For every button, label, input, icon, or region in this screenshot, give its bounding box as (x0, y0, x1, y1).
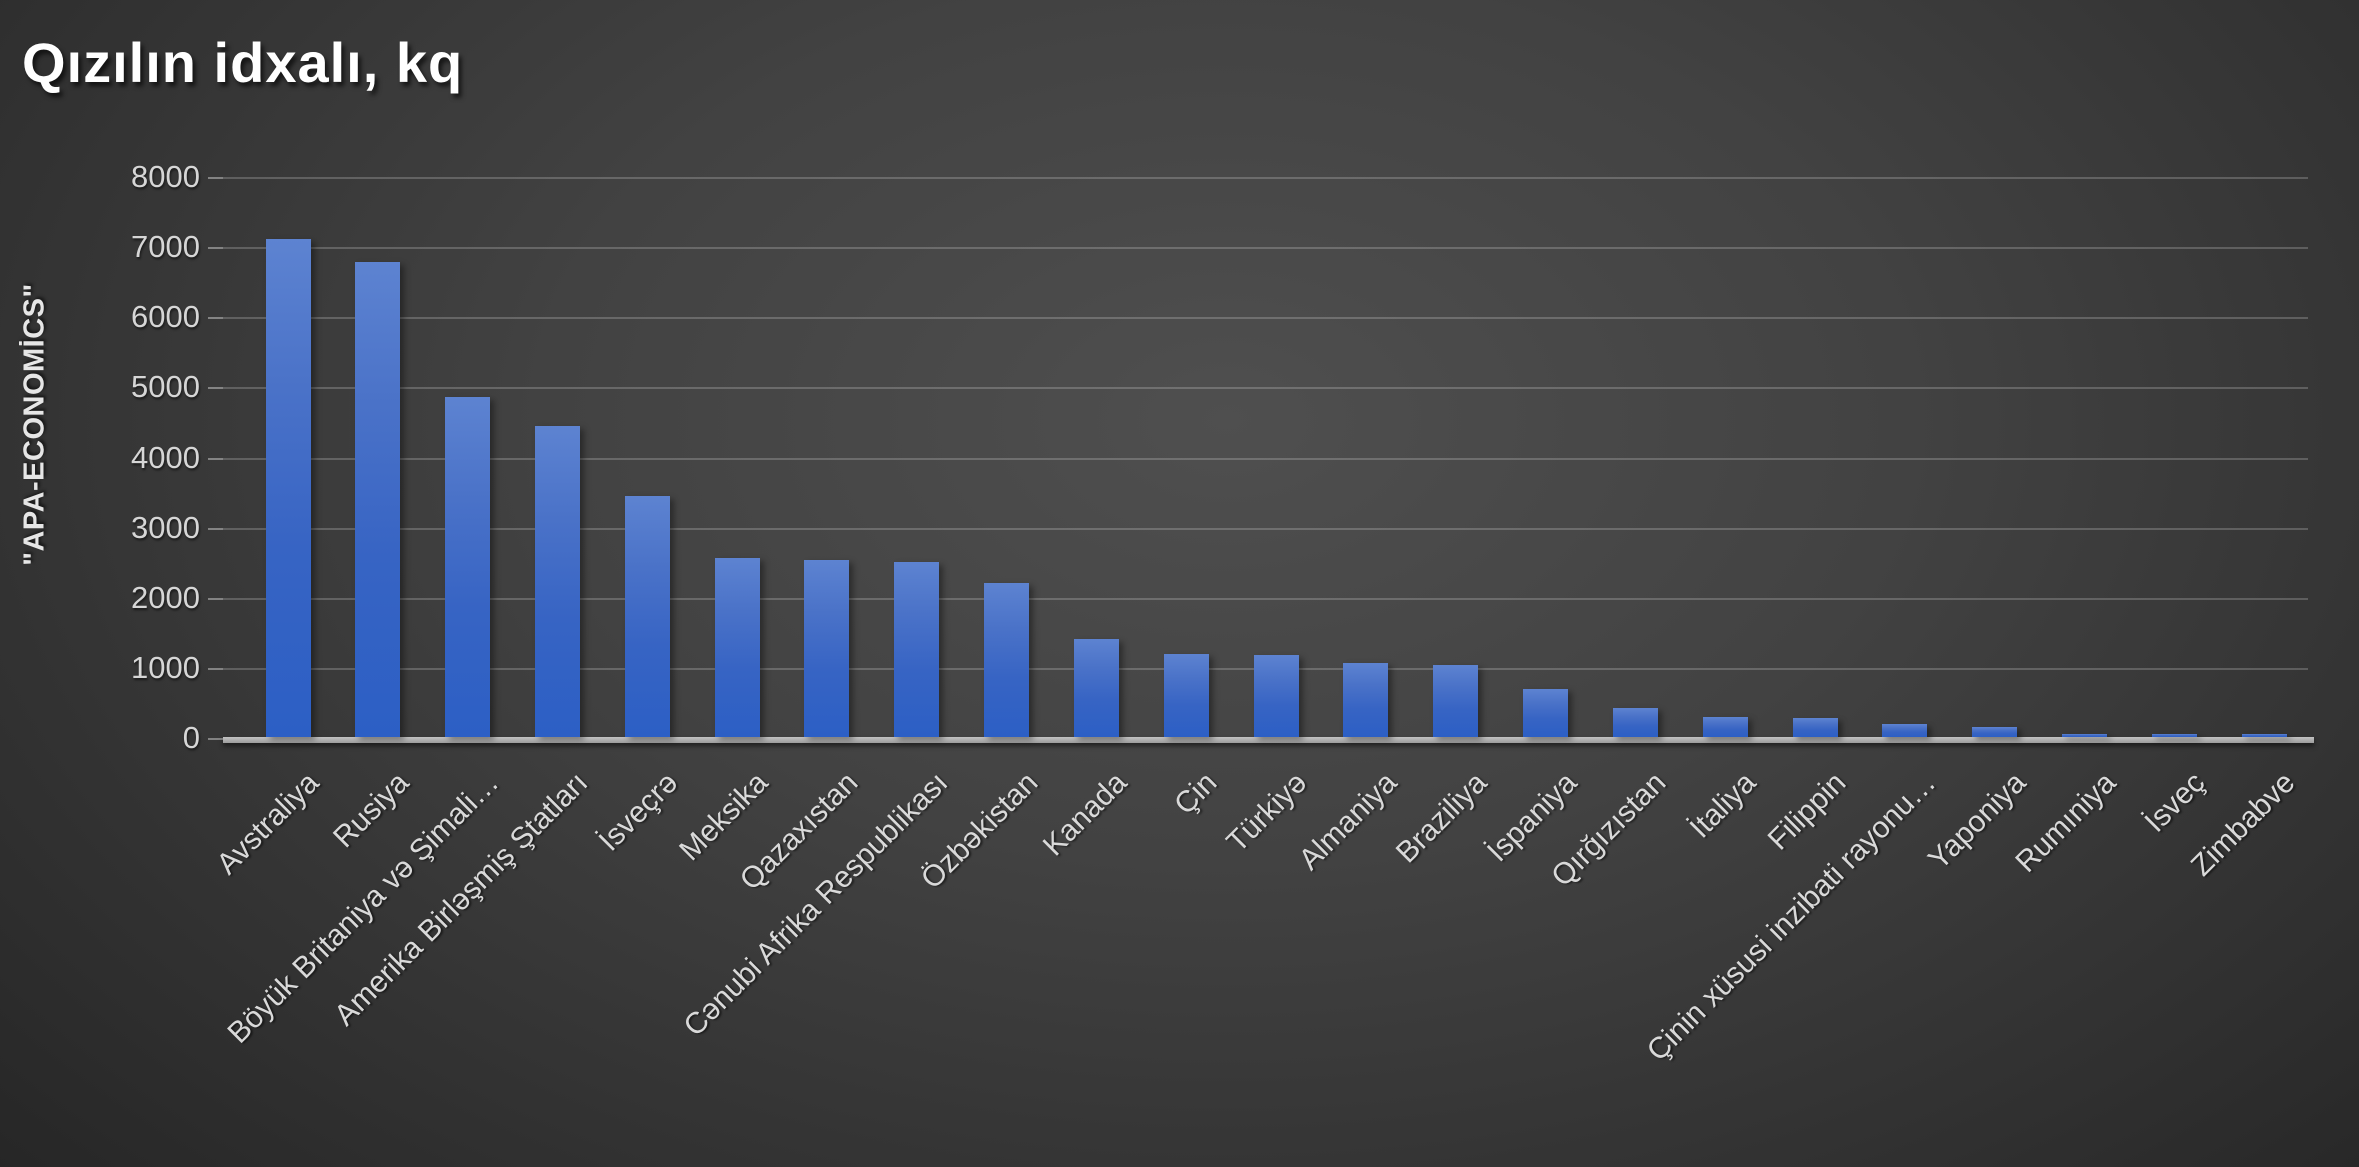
chart-title: Qızılın idxalı, kq (22, 31, 464, 94)
bar-22 (2152, 734, 2197, 737)
gridline (223, 247, 2308, 250)
gridline (223, 317, 2308, 320)
y-tick-label: 0 (182, 720, 200, 755)
bar-23 (2242, 734, 2287, 737)
y-tick-mark (208, 597, 223, 600)
y-tick-label: 8000 (131, 159, 200, 194)
y-tick-mark (208, 667, 223, 670)
y-tick-mark (208, 527, 223, 530)
bar-18 (1793, 718, 1838, 737)
bar-14 (1433, 665, 1478, 737)
bar-8 (894, 562, 939, 737)
gridline (223, 527, 2308, 530)
y-tick-mark (208, 457, 223, 460)
bar-11 (1164, 654, 1209, 737)
gridline (223, 387, 2308, 390)
bar-13 (1343, 663, 1388, 737)
y-tick-label: 3000 (131, 509, 200, 545)
bar-19 (1882, 724, 1927, 737)
bar-3 (445, 397, 490, 737)
y-tick-label: 1000 (131, 649, 200, 685)
y-tick-label: 5000 (131, 369, 200, 405)
bar-4 (535, 426, 580, 737)
y-tick-mark (208, 738, 223, 740)
y-tick-mark (208, 387, 223, 390)
bar-7 (804, 560, 849, 737)
bar-20 (1972, 727, 2017, 737)
y-tick-label: 6000 (131, 299, 200, 335)
bar-5 (625, 496, 670, 737)
y-tick-mark (208, 317, 223, 320)
bar-1 (266, 239, 311, 737)
bar-6 (715, 558, 760, 737)
x-axis-line (223, 737, 2314, 743)
y-tick-label: 7000 (131, 229, 200, 265)
bar-9 (984, 583, 1029, 737)
y-tick-mark (208, 247, 223, 250)
gridline (223, 177, 2308, 179)
bar-17 (1703, 717, 1748, 737)
y-tick-label: 2000 (131, 579, 200, 615)
bar-15 (1523, 689, 1568, 737)
bar-21 (2062, 734, 2107, 737)
bar-12 (1254, 655, 1299, 737)
y-tick-mark (208, 177, 223, 179)
gridline (223, 457, 2308, 460)
gridline (223, 597, 2308, 600)
y-tick-label: 4000 (131, 439, 200, 475)
bar-2 (355, 262, 400, 737)
bar-10 (1074, 639, 1119, 737)
bar-16 (1613, 708, 1658, 737)
